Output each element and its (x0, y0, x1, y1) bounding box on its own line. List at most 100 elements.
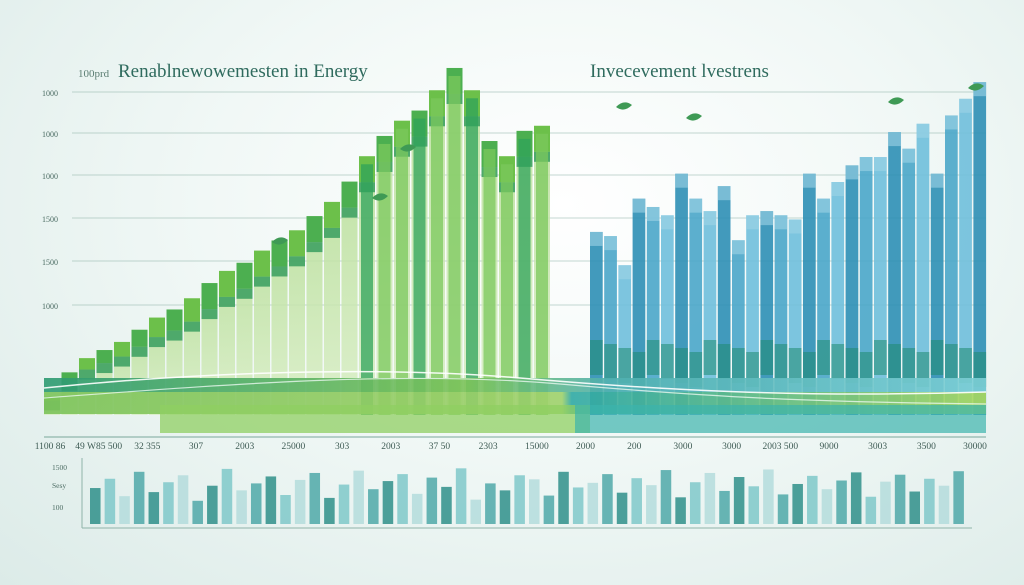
green-bar-cap (201, 283, 218, 310)
x-tick-label: 32 355 (134, 442, 160, 452)
green-bar-cap (96, 350, 113, 364)
mini-bar (704, 472, 716, 524)
blue-bar-dark-band (845, 348, 859, 383)
trend-band-teal-block (575, 405, 986, 433)
blue-bar-cap (746, 215, 759, 230)
chart-title-left: Renablnewowemesten in Energy (118, 61, 368, 82)
trend-line-2 (43, 377, 987, 405)
mini-bar (309, 472, 321, 524)
x-tick-label: 1100 86 (35, 442, 66, 452)
mini-bar (938, 485, 950, 524)
mini-bar (514, 475, 525, 524)
blue-bar-dark-band (945, 344, 958, 379)
mini-bar (616, 492, 628, 524)
green-bar-inner (361, 164, 373, 415)
blue-bar-cap (732, 240, 745, 255)
blue-bar-cap (774, 215, 788, 230)
green-bar-inner (518, 138, 531, 415)
trend-band-upper (44, 378, 986, 392)
mini-bar (719, 490, 730, 524)
green-bar-cap (271, 240, 288, 267)
mini-bar (294, 479, 306, 524)
blue-bar-cap (902, 148, 916, 163)
mini-bar (953, 471, 964, 524)
x-tick-label: 3003 (868, 442, 887, 452)
x-axis-labels: 1100 86 49 W85 500 32 355 307 2003 25000 303 20… (35, 442, 987, 452)
blue-bar (973, 82, 987, 416)
mini-bar (807, 475, 818, 524)
mini-bar (221, 468, 233, 524)
blue-bar-dark-band (902, 348, 916, 383)
blue-bar-cap (661, 215, 674, 230)
x-tick-label: 2003 (235, 442, 254, 452)
mini-bar (426, 477, 438, 524)
green-bar-stripe (254, 276, 270, 287)
blue-bar-dark-band (618, 348, 632, 383)
blue-bar-dark-band (703, 340, 717, 375)
green-bar-inner (501, 164, 513, 415)
mini-bar (280, 495, 291, 524)
y-tick-label: 1000 (42, 302, 58, 311)
mini-bar (148, 492, 160, 524)
trend-band-green-block (160, 405, 590, 433)
blue-bar-cap (959, 98, 972, 113)
x-tick-label: 25000 (282, 442, 306, 452)
green-bar-stripe (114, 356, 130, 367)
mini-bar (177, 475, 189, 524)
green-bar-stripe (236, 288, 253, 299)
mini-bar (660, 470, 672, 524)
mini-bar (192, 500, 203, 524)
green-bar-stripe (271, 266, 288, 277)
mini-bar (382, 481, 394, 524)
mini-bar (777, 494, 789, 524)
mini-bar (602, 474, 613, 524)
x-tick-label: 2003 (381, 442, 400, 452)
green-bar-cap (341, 181, 358, 208)
mini-bar (733, 477, 745, 524)
x-tick-label: 2000 (576, 442, 595, 452)
mini-bar (865, 496, 877, 524)
green-bar-cap (324, 201, 340, 228)
leaf-icon (888, 97, 904, 105)
mini-bar (163, 482, 174, 524)
x-tick-label: 49 W85 500 (75, 442, 122, 452)
blue-bar (945, 115, 958, 415)
mini-bar (411, 493, 423, 524)
green-bar-inner (536, 133, 548, 415)
green-bar-cap (254, 250, 270, 277)
mini-bar (748, 486, 760, 524)
blue-bar-cap (845, 165, 859, 180)
blue-bar (874, 157, 887, 415)
mini-bar (558, 471, 569, 524)
green-bar-cap (306, 216, 323, 243)
mini-bar (792, 483, 803, 524)
blue-bar-cap (675, 173, 688, 188)
blue-bar-dark-band (774, 344, 788, 379)
leaf-icon (400, 144, 416, 152)
green-bar-stripe (219, 296, 235, 307)
green-bar-inner (483, 149, 496, 415)
blue-bar-cap (689, 198, 703, 213)
blue-bar-dark-band (888, 344, 901, 379)
x-tick-label: 30000 (963, 442, 987, 452)
mini-bar (499, 490, 511, 524)
blue-bar-dark-band (732, 348, 745, 383)
blue-bar-cap (604, 236, 617, 251)
x-tick-label: 200 (627, 442, 642, 452)
mini-bar (338, 484, 350, 524)
mini-y-label: 1500 (52, 463, 67, 472)
green-bar (324, 201, 340, 415)
green-bar-stripe (324, 227, 340, 238)
blue-bar-cap (717, 186, 731, 201)
mini-bar (119, 496, 130, 524)
blue-bar-cap (618, 265, 632, 280)
x-tick-label: 303 (335, 442, 350, 452)
green-bar-inner (396, 128, 408, 415)
blue-bar-dark-band (831, 344, 845, 379)
green-bar-cap (236, 262, 253, 289)
y-tick-label: 1000 (42, 172, 58, 181)
mini-bar (485, 483, 496, 524)
green-bar-cap (61, 372, 78, 381)
green-bar-inner (413, 118, 426, 416)
blue-bar-dark-band (788, 348, 802, 383)
